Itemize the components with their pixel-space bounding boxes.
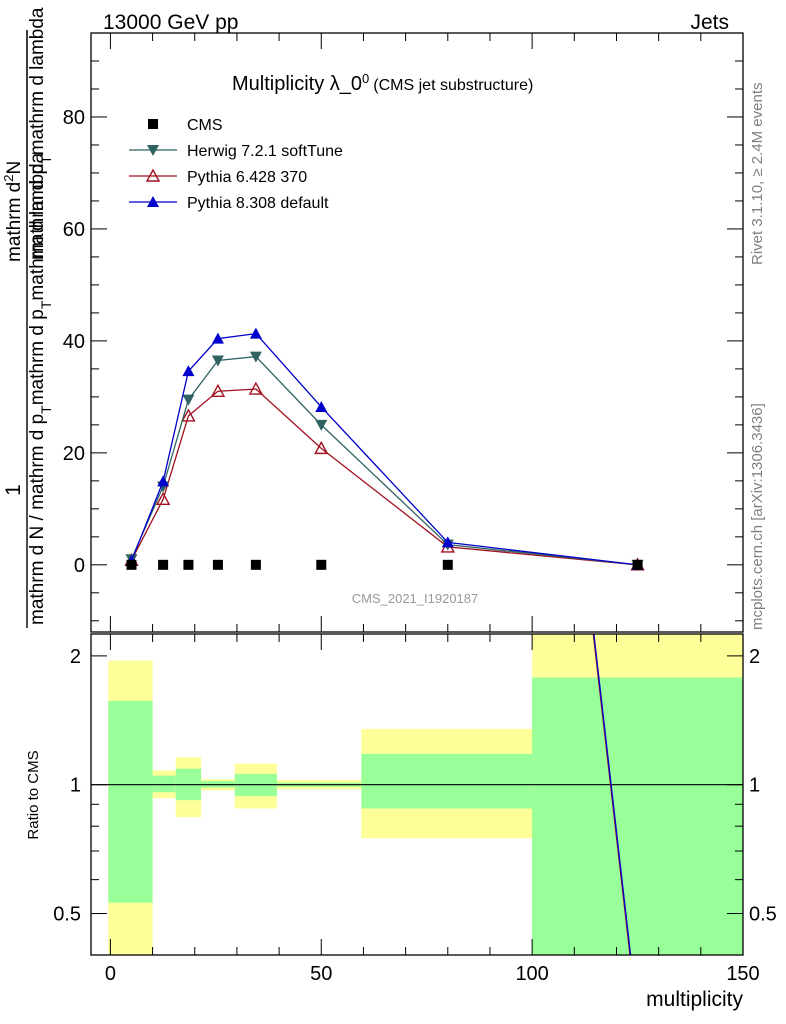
ratio-band-inner bbox=[108, 700, 153, 903]
ratio-line-pythia8 bbox=[593, 633, 632, 956]
series-herwig-7-2-1-softtune bbox=[125, 351, 644, 571]
point-cms bbox=[158, 559, 169, 570]
legend-item-cms: CMS bbox=[148, 117, 223, 134]
y-axis-inner-denominator: mathrm d pTmathrm d lambda bbox=[27, 7, 54, 260]
y-tick-label: 40 bbox=[63, 331, 85, 353]
ratio-lines bbox=[91, 633, 743, 956]
legend-marker bbox=[145, 168, 161, 182]
chart-title: Multiplicity λ_00 (CMS jet substructure) bbox=[232, 71, 533, 96]
axes: 0 20 40 60 80 0 50 100 150 0.5 0.5 1 1 2 2 bbox=[53, 32, 777, 985]
x-axis-title: multiplicity bbox=[646, 988, 743, 1011]
x-tick-label: 50 bbox=[310, 963, 332, 985]
rivet-label: Rivet 3.1.10, ≥ 2.4M events bbox=[749, 83, 766, 266]
mcplots-label: mcplots.cern.ch [arXiv:1306.3436] bbox=[749, 403, 766, 630]
chart-title-subtitle: (CMS jet substructure) bbox=[373, 77, 533, 94]
legend-label: Pythia 8.308 default bbox=[187, 195, 329, 212]
ratio-axis-title: Ratio to CMS bbox=[25, 750, 42, 839]
ratio-band-inner bbox=[532, 677, 743, 955]
legend-label: Pythia 6.428 370 bbox=[187, 169, 307, 186]
legend-marker bbox=[147, 196, 159, 207]
legend-item-herwig-7-2-1-softtune: Herwig 7.2.1 softTune bbox=[129, 143, 343, 160]
ratio-tick-label-right: 2 bbox=[749, 646, 760, 668]
point-pythia-6-428-370 bbox=[314, 440, 329, 455]
ratio-tick-label: 1 bbox=[70, 775, 81, 797]
point-pythia-8-308-default bbox=[249, 327, 262, 339]
x-tick-label: 150 bbox=[726, 963, 759, 985]
ratio-tick-label-right: 1 bbox=[749, 775, 760, 797]
y-axis-inner-numerator: mathrm d2N bbox=[1, 161, 26, 262]
point-pythia-8-308-default bbox=[157, 475, 170, 487]
ratio-frame bbox=[90, 633, 744, 956]
point-pythia-8-308-default bbox=[441, 536, 454, 548]
point-pythia-6-428-370 bbox=[248, 381, 264, 395]
ratio-band-inner bbox=[152, 775, 176, 793]
point-pythia-8-308-default bbox=[315, 400, 328, 412]
point-herwig-7-2-1-softtune bbox=[315, 419, 328, 431]
analysis-watermark: CMS_2021_I1920187 bbox=[352, 591, 479, 606]
main-series bbox=[124, 327, 645, 571]
point-pythia-6-428-370 bbox=[181, 408, 196, 422]
point-cms bbox=[126, 559, 137, 570]
legend-marker bbox=[148, 119, 158, 129]
series-pythia-6-428-370 bbox=[124, 381, 645, 571]
category-label: Jets bbox=[690, 11, 729, 34]
point-pythia-8-308-default bbox=[211, 332, 224, 344]
series-line-pythia-6-428-370 bbox=[130, 388, 638, 566]
point-herwig-7-2-1-softtune bbox=[182, 394, 195, 406]
energy-label: 13000 GeV pp bbox=[103, 11, 238, 34]
series-line-pythia-8-308-default bbox=[130, 332, 638, 566]
main-frame bbox=[90, 32, 744, 633]
y-axis-title: 1 mathrm d N / mathrm d pTmathrm d pTmat… bbox=[1, 7, 54, 628]
ratio-tick-label-right: 0.5 bbox=[749, 904, 777, 926]
ratio-tick-label: 2 bbox=[70, 646, 81, 668]
y-tick-label: 80 bbox=[63, 107, 85, 129]
point-cms bbox=[212, 559, 223, 570]
point-cms bbox=[442, 559, 453, 570]
legend-label: Herwig 7.2.1 softTune bbox=[187, 143, 343, 160]
series-cms bbox=[126, 559, 643, 570]
ratio-bands bbox=[108, 634, 743, 955]
point-pythia-8-308-default bbox=[182, 365, 195, 377]
point-herwig-7-2-1-softtune bbox=[249, 351, 262, 363]
series-line-herwig-7-2-1-softtune bbox=[130, 355, 638, 566]
legend-item-pythia-8-308-default: Pythia 8.308 default bbox=[129, 195, 329, 212]
point-cms bbox=[183, 559, 194, 570]
legend-label: CMS bbox=[187, 117, 223, 134]
point-cms bbox=[632, 559, 643, 570]
legend: CMS Herwig 7.2.1 softTune Pythia 6.428 370… bbox=[129, 117, 343, 212]
point-cms bbox=[250, 559, 261, 570]
x-tick-label: 100 bbox=[515, 963, 548, 985]
y-tick-label: 20 bbox=[63, 443, 85, 465]
y-tick-label: 60 bbox=[63, 219, 85, 241]
ratio-tick-label: 0.5 bbox=[53, 904, 81, 926]
y-tick-label: 0 bbox=[74, 555, 85, 577]
point-pythia-6-428-370 bbox=[210, 383, 226, 397]
x-tick-label: 0 bbox=[105, 963, 116, 985]
point-pythia-6-428-370 bbox=[155, 491, 171, 506]
legend-marker bbox=[147, 145, 159, 156]
series-pythia-8-308-default bbox=[125, 327, 644, 570]
point-cms bbox=[316, 559, 327, 570]
point-herwig-7-2-1-softtune bbox=[211, 355, 224, 367]
ratio-band-inner bbox=[361, 753, 533, 809]
y-axis-numerator-one: 1 bbox=[2, 484, 25, 496]
legend-item-pythia-6-428-370: Pythia 6.428 370 bbox=[129, 168, 307, 186]
chart-title-superscript: 0 bbox=[362, 71, 369, 86]
